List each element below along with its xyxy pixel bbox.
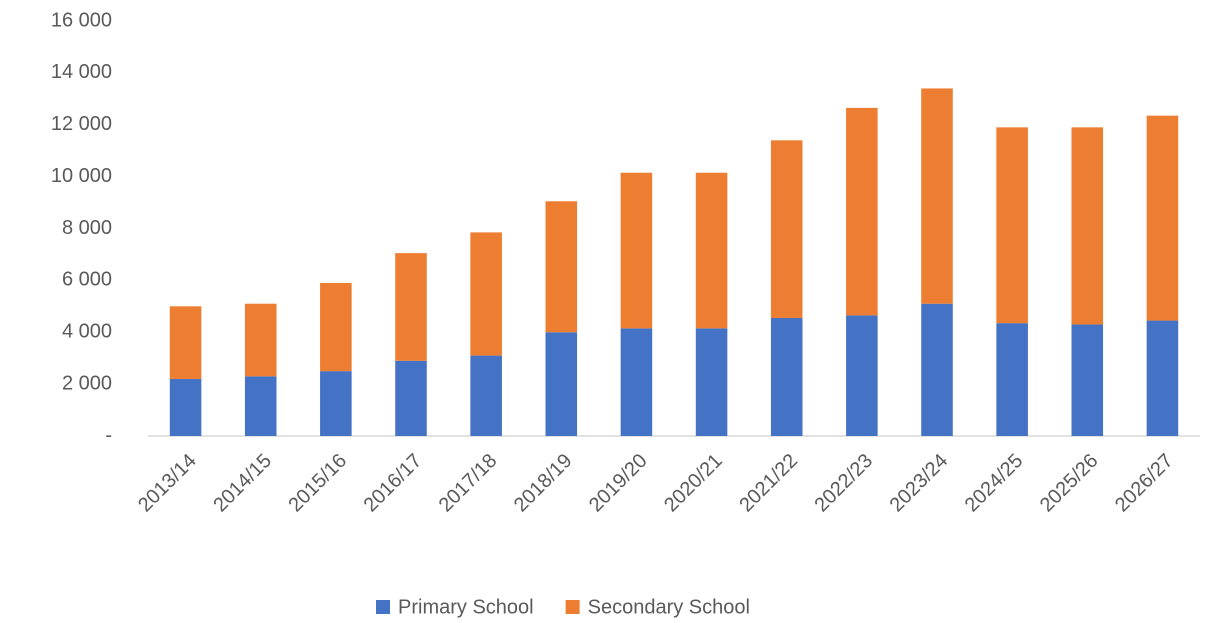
x-tick-label: 2023/24 (886, 450, 953, 517)
x-tick-label: 2018/19 (510, 450, 577, 517)
bar-segment (921, 88, 953, 304)
legend-label: Secondary School (588, 596, 750, 618)
bar-segment (770, 317, 803, 436)
bar-segment (470, 355, 502, 436)
bar-segment (320, 371, 352, 436)
bar-segment (996, 323, 1028, 436)
bar-segment (921, 303, 953, 436)
bar-segment (244, 303, 277, 377)
bar-segment (545, 332, 578, 436)
y-tick-label: 12 000 (51, 113, 112, 135)
x-tick-label: 2015/16 (284, 450, 351, 517)
bar-segment (620, 328, 653, 436)
bar-segment (695, 328, 728, 436)
x-tick-label: 2013/14 (134, 450, 201, 517)
bar-segment (470, 232, 502, 356)
y-tick-label: 6 000 (62, 269, 112, 291)
x-tick-label: 2026/27 (1111, 450, 1178, 517)
bar-segment (695, 172, 728, 329)
x-tick-label: 2014/15 (209, 450, 276, 517)
x-tick-label: 2021/22 (735, 450, 802, 517)
legend-swatch (376, 600, 390, 614)
bar-segment (770, 140, 803, 318)
x-tick-label: 2025/26 (1036, 450, 1103, 517)
bar-segment (1146, 115, 1179, 321)
legend-label: Primary School (398, 596, 534, 618)
bar-segment (846, 107, 878, 316)
bar-segment (395, 253, 427, 361)
bar-segment (620, 172, 653, 329)
bar-segment (395, 360, 427, 436)
bar-segment (244, 376, 277, 436)
y-tick-label: 4 000 (62, 321, 112, 343)
bar-segment (1071, 324, 1104, 436)
bar-segment (1146, 320, 1179, 436)
bar-segment (169, 306, 202, 379)
x-tick-label: 2022/23 (810, 450, 877, 517)
legend-swatch (565, 600, 580, 614)
bar-segment (1071, 127, 1104, 325)
bar-segment (996, 127, 1028, 324)
y-tick-label: - (105, 424, 112, 446)
x-tick-label: 2020/21 (660, 450, 727, 517)
x-tick-label: 2016/17 (360, 450, 427, 517)
y-tick-label: 16 000 (51, 9, 112, 31)
y-tick-label: 2 000 (62, 372, 112, 394)
y-tick-label: 14 000 (51, 61, 112, 83)
bar-segment (846, 315, 878, 436)
bar-segment (320, 282, 352, 372)
y-tick-label: 10 000 (51, 165, 112, 187)
y-tick-label: 8 000 (62, 217, 112, 239)
bar-segment (169, 378, 202, 436)
x-tick-label: 2019/20 (585, 450, 652, 517)
bar-segment (545, 201, 578, 333)
x-tick-label: 2024/25 (961, 450, 1028, 517)
x-tick-label: 2017/18 (435, 450, 502, 517)
